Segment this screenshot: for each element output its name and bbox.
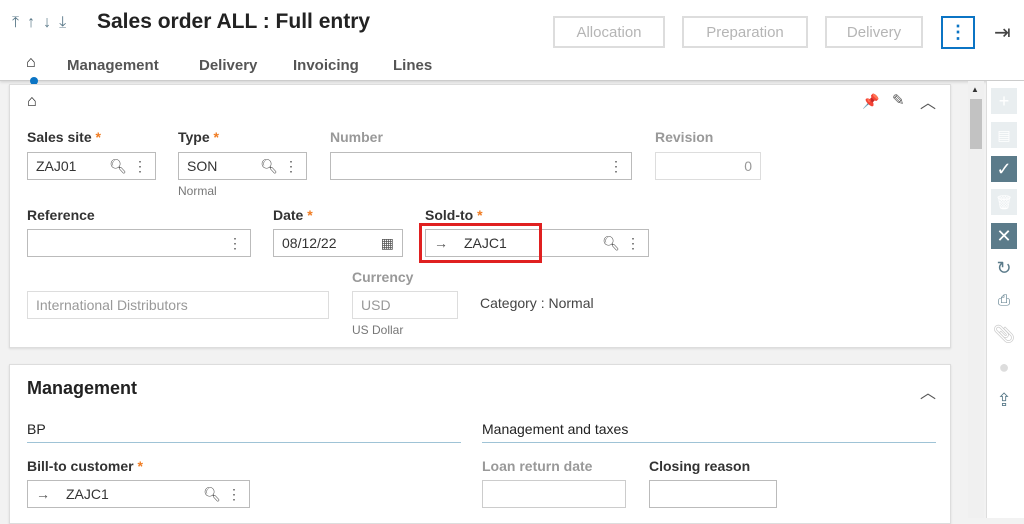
add-icon[interactable]: + [991,88,1017,114]
home-tab-icon[interactable]: ⌂ [26,54,36,71]
attachment-icon[interactable]: 📎︎ [992,323,1016,344]
search-icon[interactable]: 🔍︎ [109,157,127,174]
print-icon[interactable]: ⎙ [997,291,1010,309]
scrollbar[interactable]: ▲ [968,81,984,518]
collapse-icon[interactable]: ︿ [920,385,937,402]
preparation-button[interactable]: Preparation [682,16,808,48]
type-field[interactable]: SON 🔍︎ ⋮ [178,152,307,180]
pin-icon[interactable]: 📌 [862,93,880,109]
collapse-icon[interactable]: ︿ [920,95,937,112]
section-title: Management [27,378,138,398]
calendar-icon[interactable]: ▦ [380,234,394,251]
check-icon[interactable]: ✓ [991,156,1017,182]
sales-site-field[interactable]: ZAJ01 🔍︎ ⋮ [27,152,156,180]
header: ⤒ ↑ ↓ ⤓ Sales order ALL : Full entry Alloca… [0,0,1024,85]
closing-reason-field[interactable] [649,480,777,508]
bill-to-field[interactable]: → ZAJC1 🔍︎ ⋮ [27,480,250,508]
type-label: Type * [178,129,219,145]
bp-heading: BP [27,421,461,443]
more-icon[interactable]: ⋮ [133,157,147,174]
last-record-icon[interactable]: ⤓ [59,14,67,31]
reference-label: Reference [27,207,95,223]
loan-return-label: Loan return date [482,458,593,474]
header-section: ⌂ 📌 ✎ ︿ Sales site * ZAJ01 🔍︎ ⋮ Type * SON… [9,84,951,348]
delete-icon[interactable]: 🗑︎ [991,189,1017,215]
date-label: Date * [273,207,313,223]
loan-return-field [482,480,626,508]
action-sidebar: + ▤ ✓ 🗑︎ ✕ ↻ ⎙ 📎︎ ● ⇪ [986,81,1024,518]
reference-field[interactable]: ⋮ [27,229,251,257]
delivery-button[interactable]: Delivery [825,16,923,48]
close-icon[interactable]: ✕ [991,223,1017,249]
more-actions-button[interactable]: ⋮ [941,16,975,49]
scroll-up-icon[interactable]: ▲ [971,85,979,94]
taxes-heading: Management and taxes [482,421,936,443]
record-nav: ⤒ ↑ ↓ ⤓ [12,14,74,32]
refresh-icon[interactable]: ↻ [996,257,1012,278]
next-record-icon[interactable]: ↓ [43,14,52,31]
currency-description: US Dollar [352,323,404,337]
tab-lines[interactable]: Lines [393,57,433,74]
search-icon[interactable]: 🔍︎ [602,234,620,251]
number-label: Number [330,129,383,145]
more-icon[interactable]: ⋮ [284,157,298,174]
closing-reason-label: Closing reason [649,458,751,474]
category-text: Category : Normal [480,295,594,311]
tab-delivery[interactable]: Delivery [199,57,258,74]
more-icon[interactable]: ⋮ [626,234,640,251]
type-description: Normal [178,184,217,198]
sold-to-field[interactable]: → ZAJC1 🔍︎ ⋮ [425,229,649,257]
tab-invoicing[interactable]: Invoicing [293,57,359,74]
active-tab-dot [30,77,38,85]
highlight-box [419,223,542,263]
tab-management[interactable]: Management [67,57,159,74]
comment-icon[interactable]: ● [998,356,1010,377]
management-section: Management ︿ BP Management and taxes Bil… [9,364,951,524]
search-icon[interactable]: 🔍︎ [260,157,278,174]
customer-name-field: International Distributors [27,291,329,319]
more-icon[interactable]: ⋮ [609,157,623,174]
arrow-right-icon[interactable]: → [434,235,448,251]
sold-to-label: Sold-to * [425,207,483,223]
number-field[interactable]: ⋮ [330,152,632,180]
allocation-button[interactable]: Allocation [553,16,665,48]
search-icon[interactable]: 🔍︎ [203,485,221,502]
date-field[interactable]: 08/12/22 ▦ [273,229,403,257]
scroll-thumb[interactable] [970,99,982,149]
more-icon[interactable]: ⋮ [228,234,242,251]
arrow-right-icon[interactable]: → [36,486,50,502]
logout-icon[interactable]: ⇥ [994,22,1011,44]
save-icon[interactable]: ▤ [991,122,1017,148]
currency-field: USD [352,291,458,319]
bill-to-label: Bill-to customer * [27,458,143,474]
revision-label: Revision [655,129,714,145]
sales-site-label: Sales site * [27,129,101,145]
home-icon: ⌂ [27,93,37,110]
currency-label: Currency [352,269,414,285]
export-icon[interactable]: ⇪ [996,389,1012,410]
edit-icon[interactable]: ✎ [892,92,905,109]
previous-record-icon[interactable]: ↑ [27,14,36,31]
revision-field: 0 [655,152,761,180]
page-title: Sales order ALL : Full entry [97,10,371,33]
first-record-icon[interactable]: ⤒ [12,14,20,31]
more-icon[interactable]: ⋮ [227,485,241,502]
